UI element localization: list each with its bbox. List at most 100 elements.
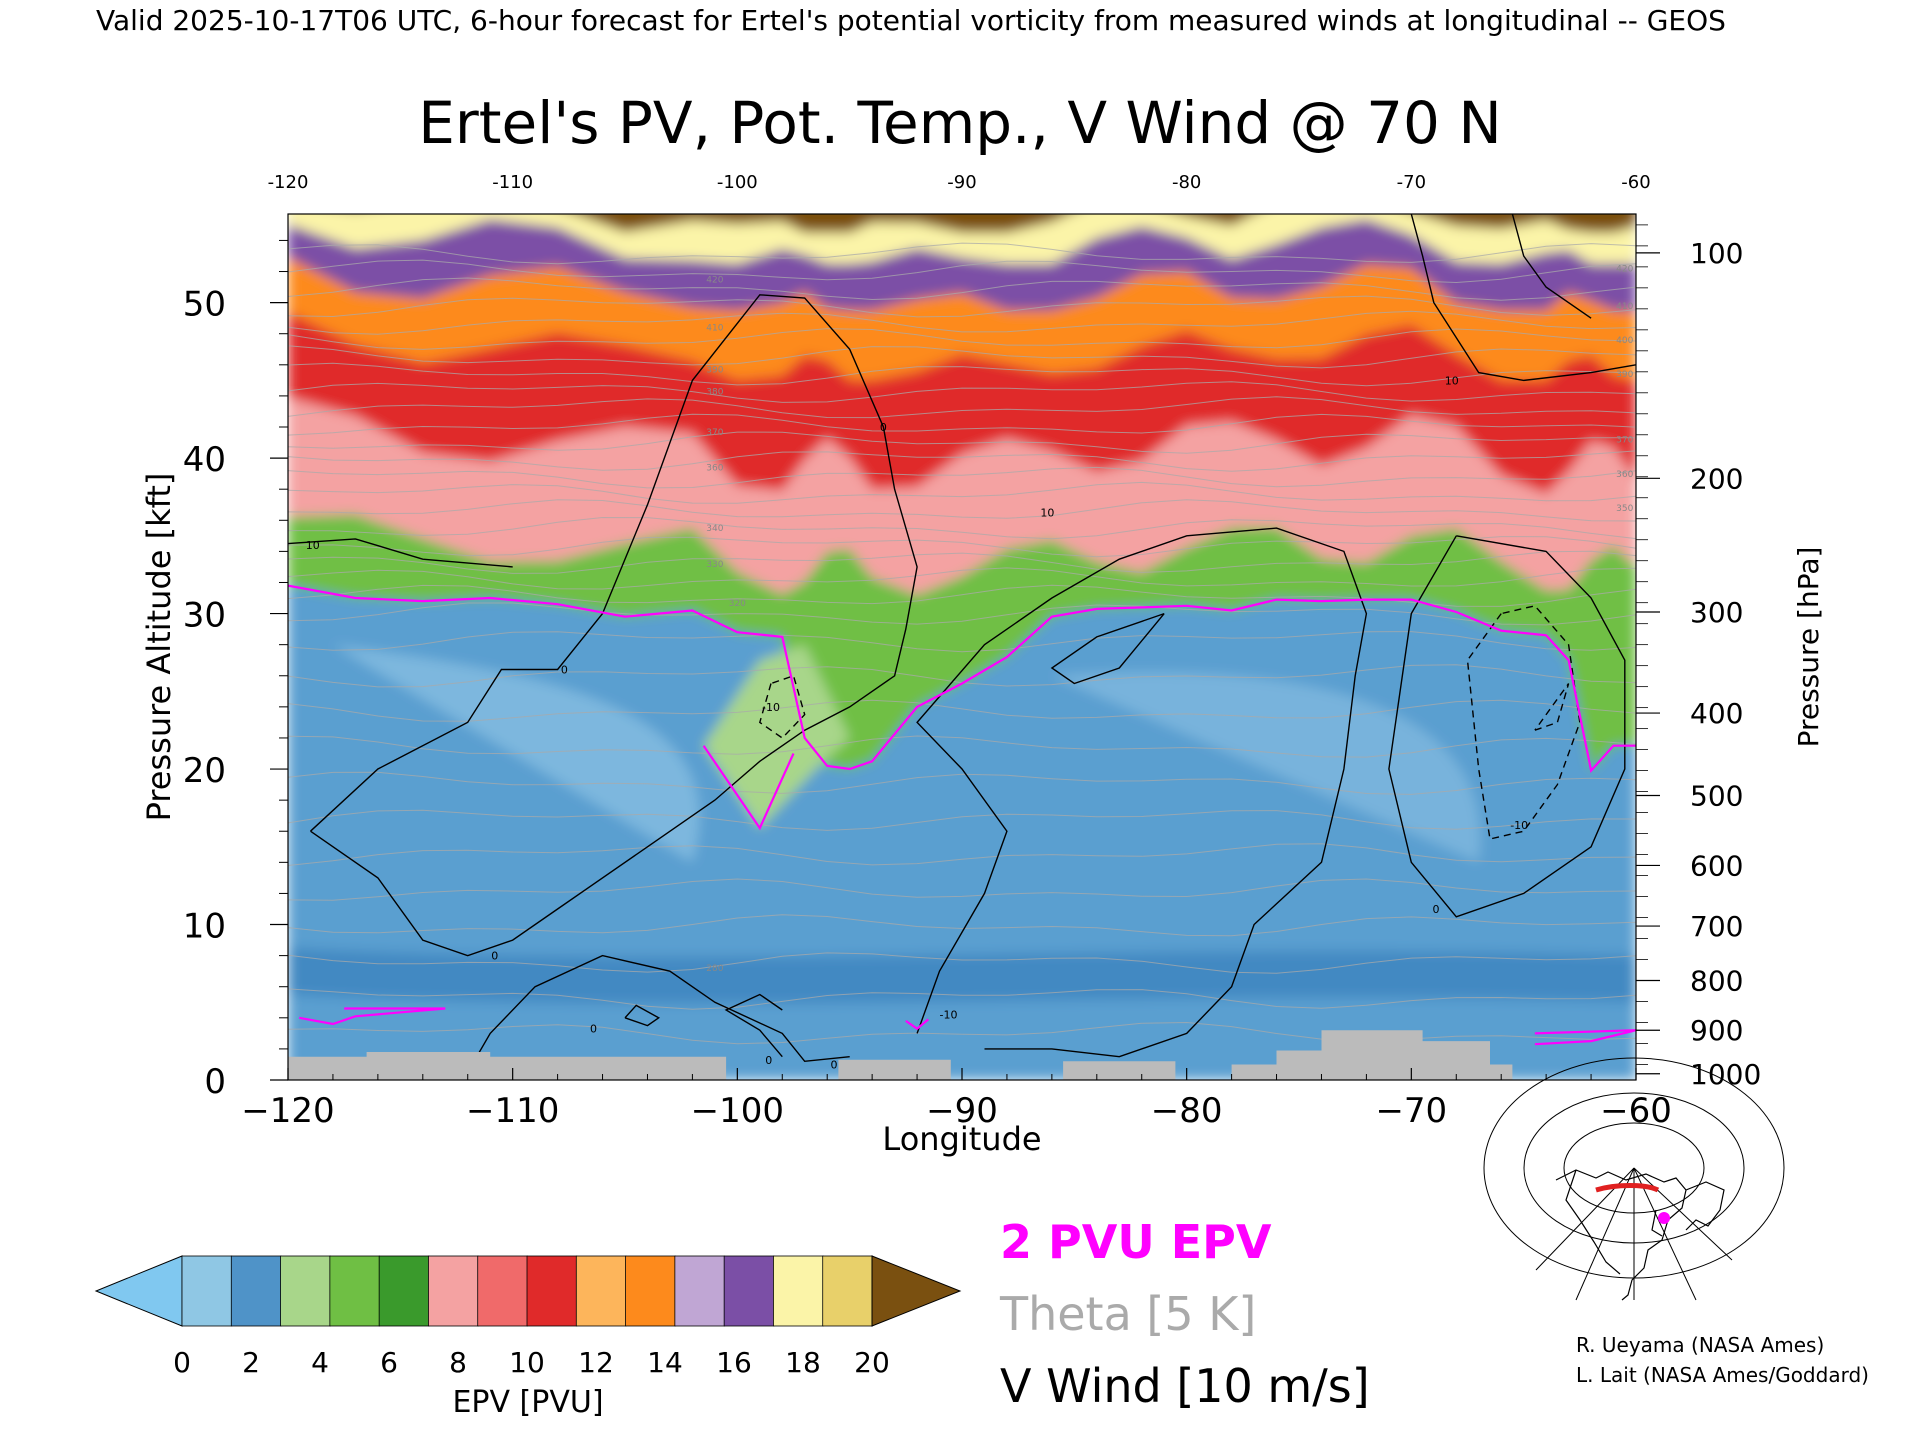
colorbar-tick-label: 16 — [716, 1346, 752, 1379]
vwind-contour — [467, 954, 850, 1073]
credit-1: R. Ueyama (NASA Ames) — [1576, 1333, 1824, 1357]
theta-label: 390 — [706, 366, 723, 376]
epv-green-lobe — [703, 644, 850, 829]
theta-contour — [288, 988, 1636, 1010]
colorbar-swatch — [674, 1255, 726, 1327]
theta-contour — [288, 952, 1636, 974]
theta-contour — [288, 550, 1636, 574]
theta-contour — [288, 631, 1636, 653]
pressure-tick-label: 300 — [1690, 596, 1743, 629]
vwind-label: 0 — [561, 664, 568, 677]
locator-map — [1483, 1057, 1785, 1301]
theta-label: 360 — [706, 464, 723, 474]
theta-contour — [288, 584, 1636, 607]
colorbar-swatch — [625, 1255, 676, 1327]
y-axis-label: Pressure Altitude [kft] — [140, 473, 178, 822]
pressure-tick-label: 600 — [1690, 849, 1743, 882]
theta-contour — [288, 345, 1636, 369]
vwind-label: 10 — [1040, 507, 1054, 520]
x-tick-label: −100 — [691, 1091, 784, 1131]
vwind-label: -10 — [762, 701, 780, 714]
colorbar-tick-label: 18 — [785, 1346, 821, 1379]
top-axis: -120 -110 -100 -90 -80 -70 -60 — [268, 172, 1651, 193]
vwind-label: 0 — [1433, 903, 1440, 916]
colorbar-swatch — [526, 1255, 578, 1327]
theta-contour — [288, 466, 1636, 489]
theta-contour — [288, 481, 1636, 504]
right-axis: 100 200 300 400 500 600 700 800 900 1000 — [1636, 224, 1761, 1091]
y-tick-label: 30 — [183, 596, 226, 636]
bottom-axis: −120 −110 −100 −90 −80 −70 −60 — [241, 1068, 1672, 1131]
theta-label: 420 — [706, 275, 723, 285]
colorbar-swatch — [329, 1255, 381, 1327]
theta-contour — [288, 809, 1636, 831]
vwind-label: 0 — [830, 1058, 837, 1071]
vwind-label: 0 — [880, 421, 887, 434]
legend-theta: Theta [5 K] — [999, 1287, 1256, 1341]
y-tick-label: 50 — [183, 285, 226, 325]
vwind-label: -10 — [940, 1009, 958, 1022]
colorbar-swatch — [822, 1255, 873, 1327]
two-pvu-contour — [288, 584, 1636, 1046]
vwind-contour — [1050, 612, 1165, 685]
vwind-contour — [288, 538, 513, 568]
colorbar-label: EPV [PVU] — [452, 1385, 603, 1420]
vwind-label: -10 — [1510, 819, 1528, 832]
pressure-tick-label: 900 — [1690, 1014, 1743, 1047]
theta-label: 360 — [1616, 470, 1633, 480]
colorbar-tick-label: 0 — [173, 1346, 191, 1379]
theta-contour — [288, 413, 1636, 436]
two-pvu-dip — [702, 745, 795, 831]
colorbar-tick-label: 8 — [449, 1346, 467, 1379]
vwind-contour — [724, 993, 783, 1058]
vwind-contour — [624, 1004, 661, 1027]
colorbar-under-arrow — [94, 1255, 183, 1327]
theta-label: 410 — [706, 324, 723, 334]
theta-contour — [288, 362, 1636, 387]
theta-contour — [288, 396, 1636, 419]
colorbar-tick-label: 20 — [854, 1346, 890, 1379]
theta-contour — [288, 310, 1636, 335]
top-tick-label: -70 — [1397, 172, 1426, 193]
y-tick-label: 20 — [183, 751, 226, 791]
colorbar-swatch — [428, 1255, 479, 1327]
pressure-tick-label: 500 — [1690, 779, 1743, 812]
theta-label: 320 — [729, 599, 746, 609]
vwind-contour — [1410, 214, 1636, 382]
theta-label: 340 — [706, 524, 723, 534]
colorbar-swatch — [723, 1255, 775, 1327]
vwind-label: 0 — [765, 1054, 772, 1067]
vwind-contour — [916, 527, 1368, 1058]
legend-vwind: V Wind [10 m/s] — [1000, 1359, 1370, 1413]
colorbar-tick-label: 10 — [509, 1346, 545, 1379]
theta-label: 390 — [1616, 370, 1633, 380]
two-pvu-surface — [299, 1007, 446, 1026]
theta-label: 330 — [706, 560, 723, 570]
chart-title: Ertel's PV, Pot. Temp., V Wind @ 70 N — [418, 89, 1501, 157]
pressure-tick-label: 100 — [1690, 237, 1743, 270]
theta-contour — [288, 242, 1636, 265]
two-pvu-line — [288, 584, 1636, 773]
colorbar-swatch — [773, 1255, 824, 1327]
y-tick-label: 10 — [183, 907, 226, 947]
theta-label: 380 — [706, 387, 723, 397]
x-tick-label: −70 — [1375, 1091, 1447, 1131]
theta-contour — [288, 277, 1636, 301]
vwind-label: 10 — [1445, 374, 1459, 387]
colorbar-tick-label: 12 — [578, 1346, 614, 1379]
colorbar-swatch — [230, 1255, 282, 1327]
theta-contours — [288, 242, 1636, 1045]
colorbar-tick-label: 4 — [311, 1346, 329, 1379]
theta-label: 420 — [1616, 265, 1633, 275]
colorbar-swatch — [378, 1255, 430, 1327]
ground-terrain — [288, 1030, 1636, 1080]
vwind-contour-negative — [758, 674, 806, 739]
colorbar-swatch — [477, 1255, 528, 1327]
top-tick-label: -60 — [1621, 172, 1650, 193]
theta-label: 280 — [706, 964, 723, 974]
theta-contour — [288, 536, 1636, 558]
colorbar-swatch — [575, 1255, 627, 1327]
vwind-contour — [1511, 214, 1592, 319]
theta-label: 370 — [1616, 436, 1633, 446]
